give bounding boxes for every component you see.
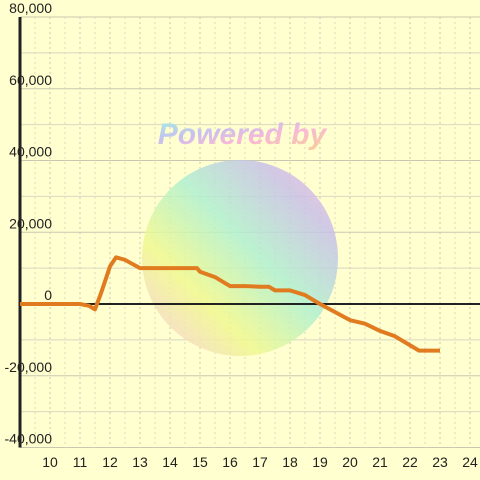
x-tick-label: 11 [73,454,88,470]
y-tick-label: -40,000 [5,431,53,447]
x-tick-label: 15 [192,454,208,470]
x-tick-label: 23 [432,454,448,470]
watermark-text: Powered by [158,118,328,151]
y-tick-label: 80,000 [9,0,52,16]
y-tick-label: 60,000 [9,72,52,88]
x-tick-label: 21 [372,454,388,470]
data-line [20,255,441,353]
x-tick-label: 10 [42,454,58,470]
x-tick-label: 16 [222,454,238,470]
x-tick-label: 13 [132,454,148,470]
x-tick-label: 14 [162,454,178,470]
x-tick-label: 12 [102,454,118,470]
y-tick-label: 0 [44,287,52,303]
x-tick-label: 19 [312,454,328,470]
x-tick-label: 17 [252,454,268,470]
y-tick-label: 20,000 [9,215,52,231]
x-tick-label: 18 [282,454,298,470]
watermark-circle [142,160,338,356]
y-tick-label: 40,000 [9,144,52,160]
x-tick-label: 24 [462,454,478,470]
x-tick-label: 20 [342,454,358,470]
x-tick-label: 22 [402,454,418,470]
y-tick-label: -20,000 [5,359,53,375]
